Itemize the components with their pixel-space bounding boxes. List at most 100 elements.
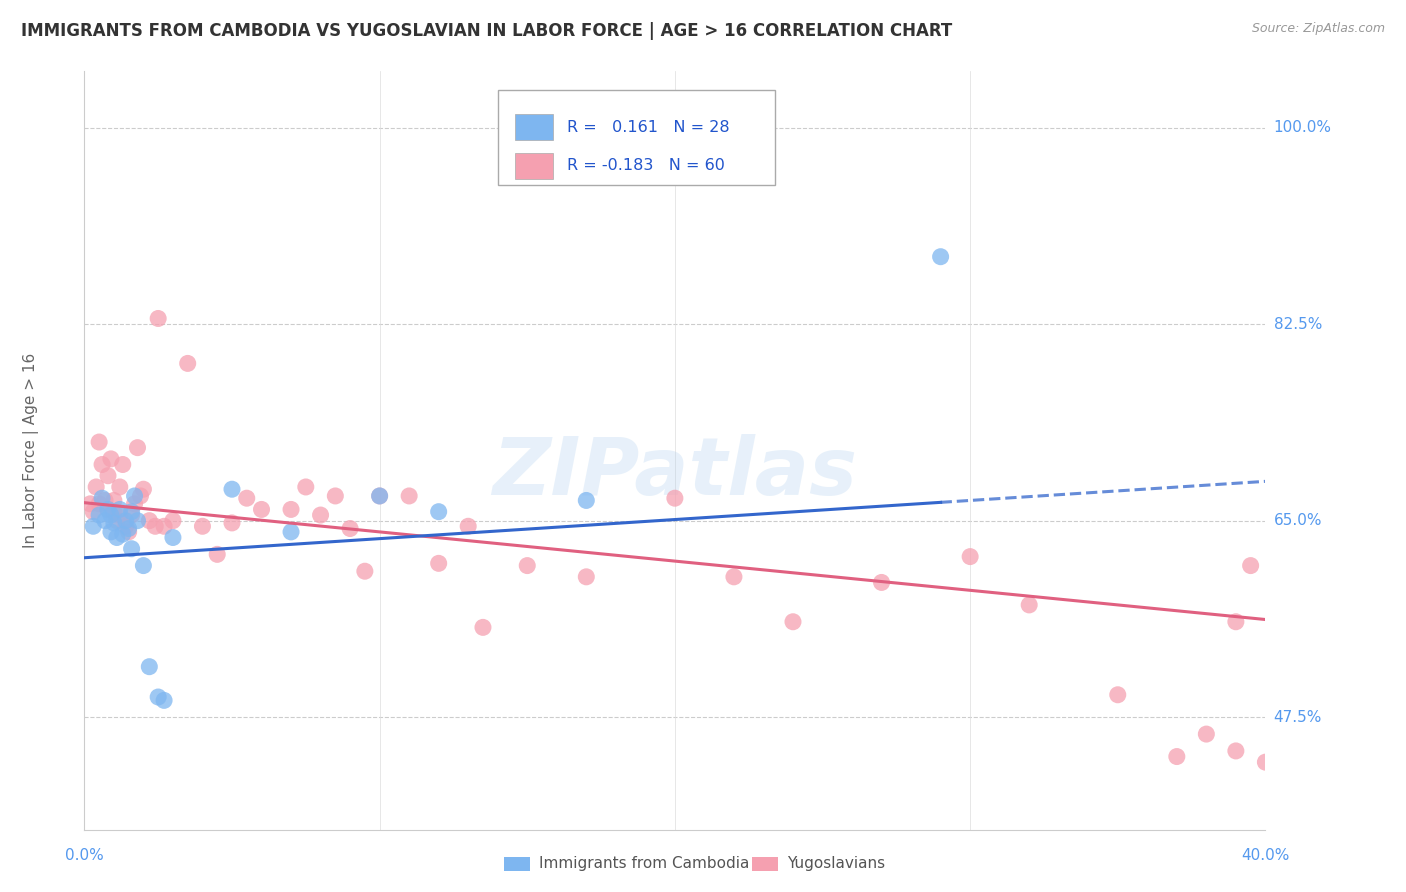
Point	[472, 620, 495, 634]
Point	[127, 514, 149, 528]
Point	[153, 519, 176, 533]
Point	[100, 451, 122, 466]
Point	[105, 514, 128, 528]
Point	[82, 505, 104, 519]
Point	[959, 549, 981, 564]
Point	[132, 482, 155, 496]
Point	[138, 514, 160, 528]
Point	[162, 531, 184, 545]
Point	[664, 491, 686, 506]
Point	[103, 516, 125, 530]
Point	[105, 531, 128, 545]
FancyBboxPatch shape	[498, 90, 775, 186]
Point	[354, 564, 377, 578]
Text: 65.0%: 65.0%	[1274, 513, 1322, 528]
Point	[427, 557, 450, 571]
Point	[129, 489, 152, 503]
Point	[1195, 727, 1218, 741]
Point	[1225, 744, 1247, 758]
Point	[368, 489, 391, 503]
Text: 0.0%: 0.0%	[65, 848, 104, 863]
Point	[870, 575, 893, 590]
Point	[108, 480, 131, 494]
Point	[79, 497, 101, 511]
Point	[91, 491, 114, 506]
Text: Yugoslavians: Yugoslavians	[787, 856, 886, 871]
Point	[368, 489, 391, 503]
Point	[191, 519, 214, 533]
Text: 47.5%: 47.5%	[1274, 710, 1322, 724]
Point	[87, 497, 111, 511]
Point	[127, 441, 149, 455]
Point	[114, 519, 136, 533]
Point	[121, 541, 143, 556]
Point	[153, 693, 176, 707]
Point	[723, 570, 745, 584]
Point	[103, 505, 125, 519]
Point	[97, 502, 120, 516]
Point	[1240, 558, 1263, 573]
Bar	[516, 114, 553, 140]
Point	[221, 482, 243, 496]
Point	[280, 502, 302, 516]
Point	[250, 502, 273, 516]
Point	[103, 493, 125, 508]
Point	[1018, 598, 1040, 612]
Point	[100, 524, 122, 539]
Text: Immigrants from Cambodia: Immigrants from Cambodia	[538, 856, 749, 871]
Text: 82.5%: 82.5%	[1274, 317, 1322, 332]
Point	[111, 527, 134, 541]
Point	[221, 516, 243, 530]
Point	[1107, 688, 1129, 702]
Point	[148, 690, 170, 704]
Bar	[752, 857, 778, 871]
Point	[111, 458, 134, 472]
Point	[309, 508, 332, 522]
Point	[97, 502, 120, 516]
Point	[87, 508, 111, 522]
Point	[121, 505, 143, 519]
Bar	[503, 857, 530, 871]
Point	[1225, 615, 1247, 629]
Point	[143, 519, 166, 533]
Point	[929, 250, 952, 264]
Bar	[516, 153, 553, 178]
Point	[295, 480, 318, 494]
Point	[207, 547, 229, 561]
Point	[138, 659, 160, 673]
Point	[118, 522, 141, 536]
Text: Source: ZipAtlas.com: Source: ZipAtlas.com	[1251, 22, 1385, 36]
Point	[148, 311, 170, 326]
Point	[97, 468, 120, 483]
Point	[108, 508, 131, 522]
Point	[339, 522, 361, 536]
Point	[280, 524, 302, 539]
Point	[118, 524, 141, 539]
Text: 100.0%: 100.0%	[1274, 120, 1331, 135]
Point	[575, 493, 598, 508]
Text: IMMIGRANTS FROM CAMBODIA VS YUGOSLAVIAN IN LABOR FORCE | AGE > 16 CORRELATION CH: IMMIGRANTS FROM CAMBODIA VS YUGOSLAVIAN …	[21, 22, 952, 40]
Point	[121, 508, 143, 522]
Point	[177, 356, 200, 370]
Point	[132, 558, 155, 573]
Text: 40.0%: 40.0%	[1241, 848, 1289, 863]
Point	[100, 508, 122, 522]
Text: ZIPatlas: ZIPatlas	[492, 434, 858, 512]
Point	[427, 505, 450, 519]
Point	[1254, 755, 1277, 769]
Point	[1166, 749, 1188, 764]
Point	[398, 489, 420, 503]
Point	[91, 458, 114, 472]
Point	[94, 493, 117, 508]
Point	[108, 502, 131, 516]
Point	[516, 558, 538, 573]
Text: R = -0.183   N = 60: R = -0.183 N = 60	[568, 158, 725, 173]
Point	[124, 489, 146, 503]
Point	[575, 570, 598, 584]
Text: R =   0.161   N = 28: R = 0.161 N = 28	[568, 120, 730, 135]
Point	[82, 519, 104, 533]
Point	[124, 497, 146, 511]
Point	[457, 519, 479, 533]
Point	[87, 435, 111, 450]
Point	[162, 514, 184, 528]
